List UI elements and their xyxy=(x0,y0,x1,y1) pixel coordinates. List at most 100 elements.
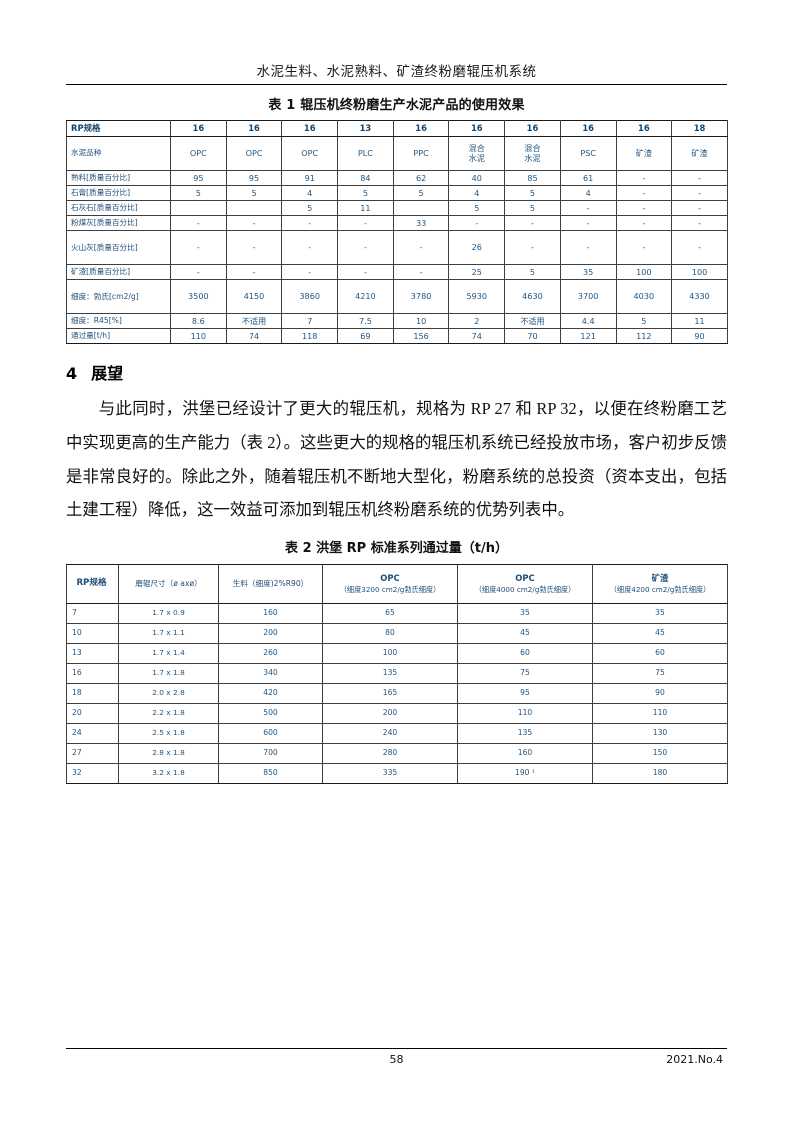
table-2-cell: 32 xyxy=(66,762,119,784)
table-2-header-row: RP规格 磨辊尺寸（ø axø） 生料（细度)2%R90） OPC （细度3200 cm… xyxy=(66,563,728,604)
table-1-cell: 5 xyxy=(170,184,227,201)
table-1-cell: 85 xyxy=(504,169,561,186)
table-1-cell: - xyxy=(392,229,450,265)
table-2-header-cell: OPC （细度4000 cm2/g勃氏细度） xyxy=(457,563,593,604)
table-row: 火山灰[质量百分比] - - - - -26- - - - xyxy=(66,229,728,265)
table-1-cell: - xyxy=(337,263,394,281)
table-1-cell: OPC xyxy=(225,135,283,171)
table-1-cell: PPC xyxy=(392,135,450,171)
table-1-cell: 10 xyxy=(392,313,450,330)
footer-issue: 2021.No.4 xyxy=(666,1053,723,1066)
table-1-cell: 4.4 xyxy=(559,313,617,330)
table-1-cell: 26 xyxy=(448,229,506,265)
table-1-cell: 70 xyxy=(504,328,561,345)
table-1-cell: 121 xyxy=(559,328,617,345)
table-2-cell: 60 xyxy=(457,642,593,664)
table-1-cell: 35 xyxy=(559,263,617,281)
table-2-cell: 280 xyxy=(322,742,458,764)
table-1-row-label: 石灰石[质量百分比] xyxy=(66,199,171,216)
footer-page-number: 58 xyxy=(389,1053,404,1066)
table-1-cell: 3860 xyxy=(281,279,339,315)
table-1-cell: - xyxy=(281,263,339,281)
table-2-cell: 75 xyxy=(457,662,593,684)
section-paragraph: 与此同时，洪堡已经设计了更大的辊压机，规格为 RP 27 和 RP 32，以便在… xyxy=(66,399,727,520)
table-2-cell: 45 xyxy=(457,622,593,644)
table-2-cell: 75 xyxy=(592,662,728,684)
table-1-cell: - xyxy=(615,184,673,201)
table-1-cell: 110 xyxy=(170,328,227,345)
table-1-cell: 2 xyxy=(448,313,506,330)
running-head-rule xyxy=(66,84,727,85)
table-1-cell: PSC xyxy=(559,135,617,171)
table-1-cell: 95 xyxy=(225,169,283,186)
table-row: 细度：勃氏[cm2/g] 3500 4150 3860 4210 3780 5930 4630… xyxy=(66,279,728,315)
table-1-cell: - xyxy=(559,214,617,231)
table-2-cell: 1.7 x 0.9 xyxy=(118,602,219,624)
table-2-cell: 150 xyxy=(592,742,728,764)
table-row: 矿渣[质量百分比] - - - - -25 5 35 100 100 xyxy=(66,263,728,281)
table-1-cell: - xyxy=(671,184,728,201)
table-1-cell: 18 xyxy=(671,120,728,137)
table-1-cell: - xyxy=(615,199,673,216)
table-1-usage-effects: RP规格 16 16 16 13 16 16 16 16 16 18 水泥品种 OPC OPC OPC PLC… xyxy=(66,120,728,345)
table-1-cell: OPC xyxy=(170,135,227,171)
table-2-cell: 13 xyxy=(66,642,119,664)
table-2-cell: 2.2 x 1.8 xyxy=(118,702,219,724)
table-row: RP规格 16 16 16 13 16 16 16 16 16 18 xyxy=(66,120,728,137)
page-footer: 58 2021.No.4 xyxy=(66,1048,727,1071)
table-1-cell: - xyxy=(504,229,561,265)
table-2-header-main: OPC xyxy=(380,573,400,584)
table-1-cell: 74 xyxy=(448,328,506,345)
table-1-row-label: 火山灰[质量百分比] xyxy=(66,229,171,265)
table-2-cell: 20 xyxy=(66,702,119,724)
table-2-cell: 100 xyxy=(322,642,458,664)
table-row: 24 2.5 x 1.8 600 240 135 130 xyxy=(66,722,728,744)
table-2-cell: 335 xyxy=(322,762,458,784)
table-1-row-label: 粉煤灰[质量百分比] xyxy=(66,214,171,231)
table-1-row-label: 细度：R45[%] xyxy=(66,313,171,330)
table-1-cell: 16 xyxy=(225,120,283,137)
table-2-head: RP规格 磨辊尺寸（ø axø） 生料（细度)2%R90） OPC （细度3200 cm… xyxy=(66,563,728,604)
section-number: 4 xyxy=(66,364,78,384)
table-1-cell: 95 xyxy=(170,169,227,186)
table-1-cell: 16 xyxy=(504,120,561,137)
table-2-cell: 600 xyxy=(218,722,323,744)
table-row: 熟料[质量百分比] 95 95 91 84 62 40 85 61- - xyxy=(66,169,728,186)
table-1-cell: 156 xyxy=(392,328,450,345)
table-row: 7 1.7 x 0.9 160 65 35 35 xyxy=(66,602,728,624)
table-2-header-cell: 生料（细度)2%R90） xyxy=(218,563,323,604)
table-1-cell: 3700 xyxy=(559,279,617,315)
table-1-cell: 100 xyxy=(615,263,673,281)
table-2-cell: 27 xyxy=(66,742,119,764)
table-2-body: 7 1.7 x 0.9 160 65 35 35 10 1.7 x 1.1 200 80 45 45 1… xyxy=(66,602,728,784)
table-1-cell: - xyxy=(559,199,617,216)
table-2-cell: 35 xyxy=(457,602,593,624)
table-1-cell: 90 xyxy=(671,328,728,345)
table-1-cell: 不适用 xyxy=(225,313,283,330)
table-1-body: RP规格 16 16 16 13 16 16 16 16 16 18 水泥品种 OPC OPC OPC PLC… xyxy=(66,120,728,345)
table-2-header-sub: （细度4200 cm2/g勃氏细度） xyxy=(609,585,711,595)
table-1-cell: 4210 xyxy=(337,279,394,315)
table-1-cell: - xyxy=(170,229,227,265)
table-1-cell: 16 xyxy=(281,120,339,137)
table-2-header-main: OPC xyxy=(515,573,535,584)
table-1-cell: - xyxy=(281,214,339,231)
table-1-cell: - xyxy=(615,229,673,265)
table-1-cell: - xyxy=(671,169,728,186)
table-2-cell: 190 ¹ xyxy=(457,762,593,784)
table-1-cell: 62 xyxy=(392,169,450,186)
table-1-cell: 16 xyxy=(615,120,673,137)
table-row: 粉煤灰[质量百分比] - - - -33- - - - - xyxy=(66,214,728,231)
table-1-cell: 100 xyxy=(671,263,728,281)
table-1-cell: 7 xyxy=(281,313,339,330)
table-1-cell: - xyxy=(671,229,728,265)
section-title: 展望 xyxy=(91,364,124,384)
table-1-cell: 7.5 xyxy=(337,313,394,330)
table-1-cell: 4030 xyxy=(615,279,673,315)
table-1-row-label: 水泥品种 xyxy=(66,135,171,171)
table-1-cell: 5 xyxy=(281,199,339,216)
table-1-cell: 112 xyxy=(615,328,673,345)
table-1-cell: 5 xyxy=(615,313,673,330)
table-1-cell: 13 xyxy=(337,120,394,137)
